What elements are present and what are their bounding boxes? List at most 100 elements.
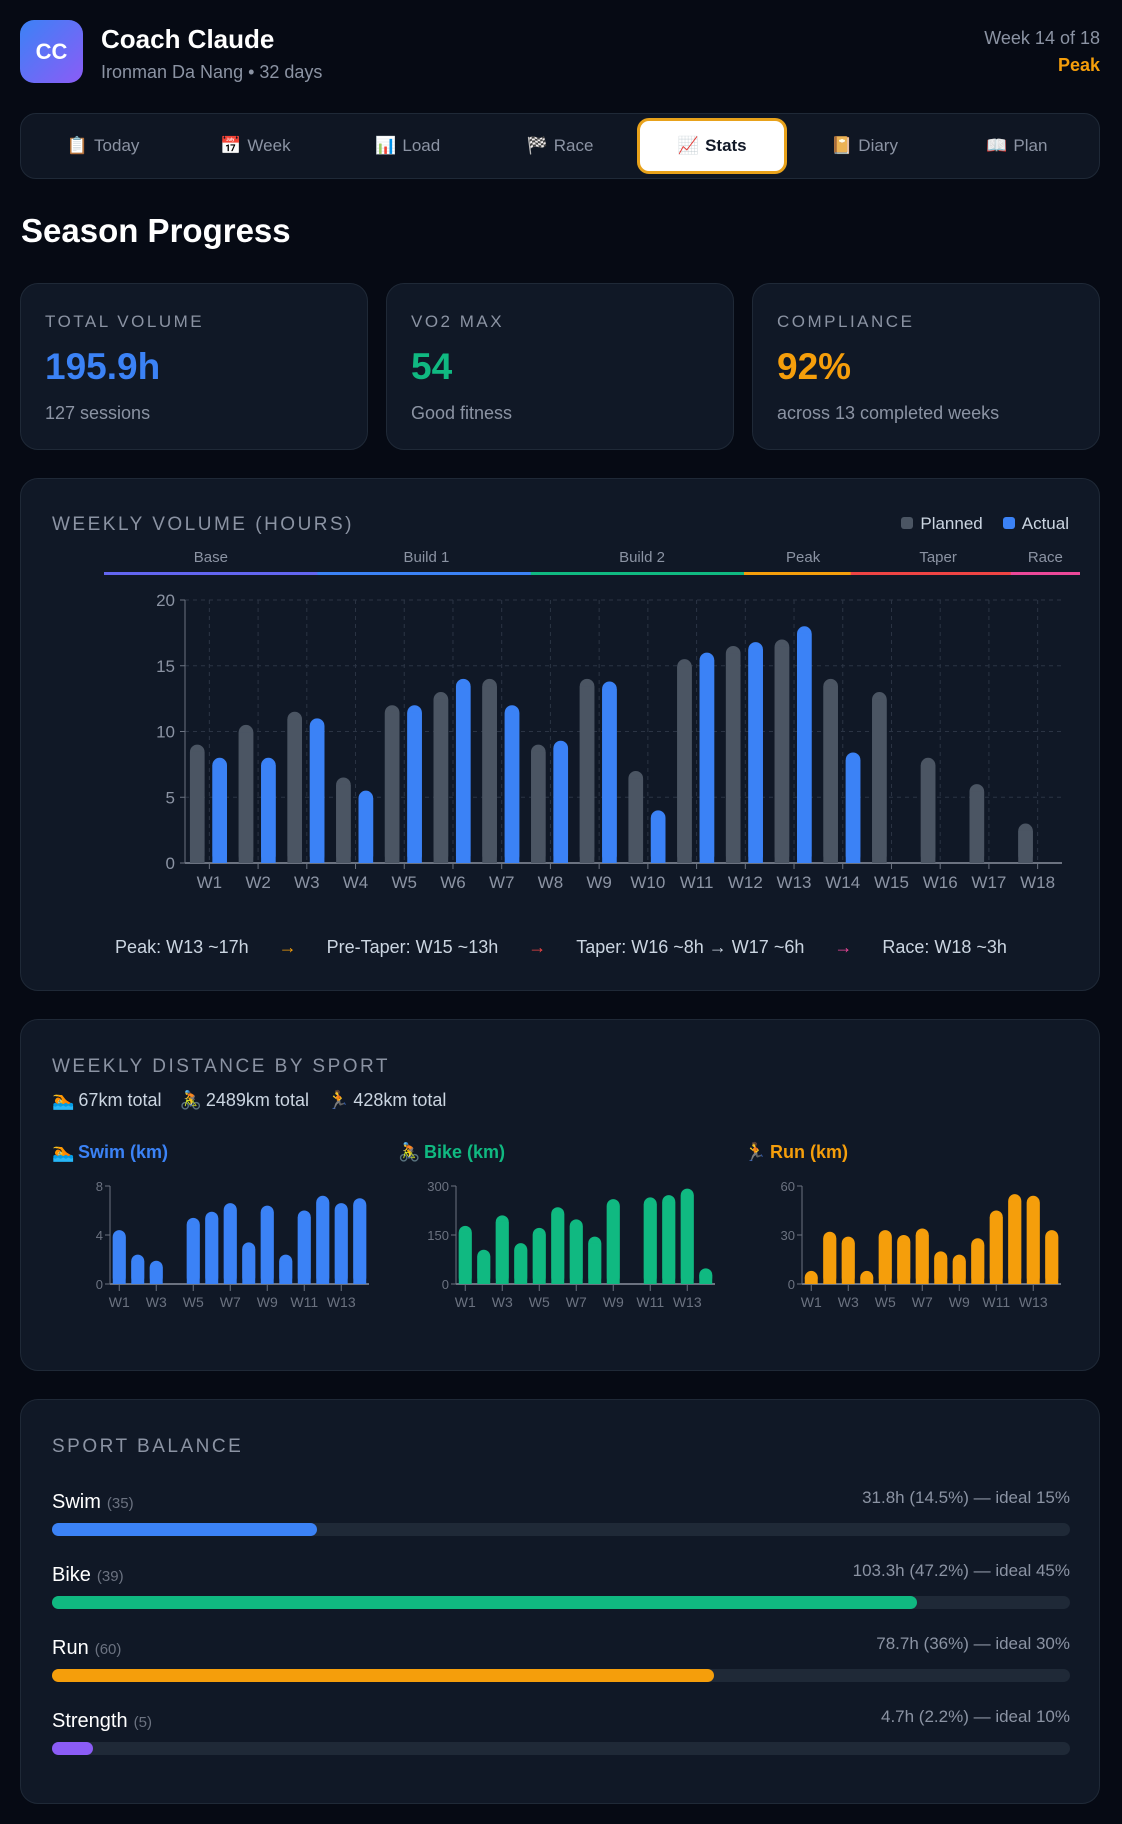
- bar-fill: [531, 751, 546, 863]
- x-tick-label: W12: [728, 873, 763, 892]
- bar-fill: [112, 1236, 126, 1284]
- bar-fill: [433, 699, 449, 863]
- legend-planned: Planned: [901, 514, 983, 534]
- run-icon: 🏃: [326, 1090, 350, 1110]
- y-tick-label: 5: [166, 788, 175, 807]
- total-text: 428km total: [353, 1090, 447, 1110]
- balance-detail: 103.3h (47.2%) — ideal 45%: [852, 1561, 1070, 1580]
- tab-today[interactable]: 📋 Today: [28, 118, 178, 174]
- x-tick-label: W10: [630, 873, 665, 892]
- annotation: Peak: W13 ~17h: [115, 937, 249, 957]
- balance-row-bike: Bike (39) 103.3h (47.2%) — ideal 45%: [52, 1559, 1070, 1632]
- section-title: WEEKLY DISTANCE BY SPORT: [52, 1056, 391, 1077]
- bar-fill: [971, 1244, 985, 1284]
- tab-race[interactable]: 🏁 Race: [485, 118, 635, 174]
- y-tick-label: 0: [442, 1277, 449, 1292]
- phase-bar: [744, 572, 863, 575]
- bar-fill: [514, 1249, 528, 1284]
- x-tick-label: W11: [982, 1294, 1010, 1310]
- bar-fill: [384, 712, 400, 863]
- stat-note: 127 sessions: [45, 403, 151, 423]
- x-tick-label: W9: [257, 1294, 278, 1310]
- bar-fill: [131, 1261, 145, 1284]
- checkered-flag-icon: 🏁: [526, 136, 548, 155]
- bar-fill: [797, 633, 812, 863]
- tab-plan[interactable]: 📖 Plan: [942, 118, 1092, 174]
- stat-note: across 13 completed weeks: [777, 403, 1000, 423]
- swim-icon: 🏊: [52, 1142, 74, 1162]
- phase-label: Race: [1028, 549, 1063, 566]
- progress-fill: [52, 1742, 93, 1755]
- arrow-right-icon: →: [278, 937, 297, 957]
- tab-label: Diary: [858, 136, 898, 155]
- bar-chart-icon: 📊: [375, 136, 397, 155]
- balance-label: Strength (5): [52, 1710, 152, 1733]
- progress-fill: [52, 1669, 714, 1682]
- section-title: SPORT BALANCE: [52, 1436, 244, 1457]
- balance-header: Strength (5) 4.7h (2.2%) — ideal 10%: [52, 1705, 1070, 1733]
- x-tick-label: W13: [1019, 1294, 1048, 1310]
- arrow-right-icon: →: [834, 937, 853, 957]
- x-tick-label: W7: [489, 873, 515, 892]
- stat-label: VO2 MAX: [411, 312, 505, 331]
- bar-fill: [841, 1243, 855, 1284]
- tab-load[interactable]: 📊 Load: [333, 118, 483, 174]
- bar-fill: [353, 1204, 367, 1284]
- bar-fill: [969, 791, 985, 863]
- x-tick-label: W18: [1020, 873, 1055, 892]
- balance-row-strength: Strength (5) 4.7h (2.2%) — ideal 10%: [52, 1705, 1070, 1778]
- stat-card-total-volume: TOTAL VOLUME 195.9h 127 sessions: [20, 283, 368, 450]
- bar-fill: [1008, 1200, 1022, 1284]
- sport-chart-title: Run (km): [770, 1142, 848, 1162]
- x-tick-label: W1: [109, 1294, 130, 1310]
- progress-track: [52, 1523, 1070, 1536]
- tab-stats[interactable]: 📈 Stats: [637, 118, 788, 174]
- book-icon: 📖: [986, 136, 1008, 155]
- stat-value: 54: [411, 346, 453, 387]
- weekly-volume-card: WEEKLY VOLUME (HOURS) Planned Actual Bas…: [20, 478, 1100, 991]
- x-tick-label: W2: [245, 873, 271, 892]
- bar-fill: [845, 759, 861, 863]
- bar-fill: [602, 688, 617, 863]
- bar-fill: [261, 765, 276, 863]
- tab-week[interactable]: 📅 Week: [180, 118, 330, 174]
- bike-icon: 🚴: [179, 1090, 202, 1110]
- bar-fill: [823, 686, 838, 863]
- bar-fill: [677, 666, 692, 863]
- tab-diary[interactable]: 📔 Diary: [790, 118, 940, 174]
- arrow-right-icon: →: [528, 937, 547, 957]
- sport-chart-title: Bike (km): [424, 1142, 505, 1162]
- session-count: (60): [94, 1641, 122, 1658]
- y-tick-label: 300: [427, 1179, 449, 1194]
- distance-total: 🚴 2489km total: [179, 1090, 308, 1111]
- chart-up-icon: 📈: [677, 136, 700, 155]
- x-tick-label: W9: [603, 1294, 624, 1310]
- x-tick-label: W3: [838, 1294, 859, 1310]
- bar-fill: [1045, 1236, 1059, 1284]
- bar-fill: [804, 1277, 818, 1284]
- x-tick-label: W5: [392, 873, 418, 892]
- bar-fill: [477, 1256, 491, 1284]
- total-text: 67km total: [78, 1090, 162, 1110]
- bar-fill: [212, 765, 227, 863]
- phase-label: Peak: [786, 549, 821, 566]
- annotation: Taper: W16 ~8h → W17 ~6h: [576, 937, 805, 957]
- bar-fill: [297, 1216, 311, 1284]
- bar-fill: [149, 1267, 163, 1284]
- phase-bar: [530, 572, 754, 575]
- chart-legend: Planned Actual: [901, 514, 1069, 534]
- nav-tabs: 📋 Today 📅 Week 📊 Load 🏁 Race 📈 Stats 📔 Diary 📖 Plan: [20, 113, 1100, 179]
- x-tick-label: W13: [327, 1294, 356, 1310]
- balance-header: Run (60) 78.7h (36%) — ideal 30%: [52, 1632, 1070, 1660]
- legend-label: Planned: [920, 514, 983, 533]
- x-tick-label: W1: [801, 1294, 822, 1310]
- bar-fill: [186, 1224, 200, 1284]
- bar-fill: [952, 1261, 966, 1284]
- y-tick-label: 15: [156, 657, 175, 676]
- page-title: Season Progress: [21, 212, 291, 249]
- notebook-icon: 📔: [831, 136, 853, 155]
- bar-fill: [934, 1257, 948, 1284]
- x-tick-label: W9: [949, 1294, 970, 1310]
- bar-fill: [606, 1205, 620, 1284]
- sport-balance-card: SPORT BALANCE Swim (35) 31.8h (14.5%) — id…: [20, 1399, 1100, 1804]
